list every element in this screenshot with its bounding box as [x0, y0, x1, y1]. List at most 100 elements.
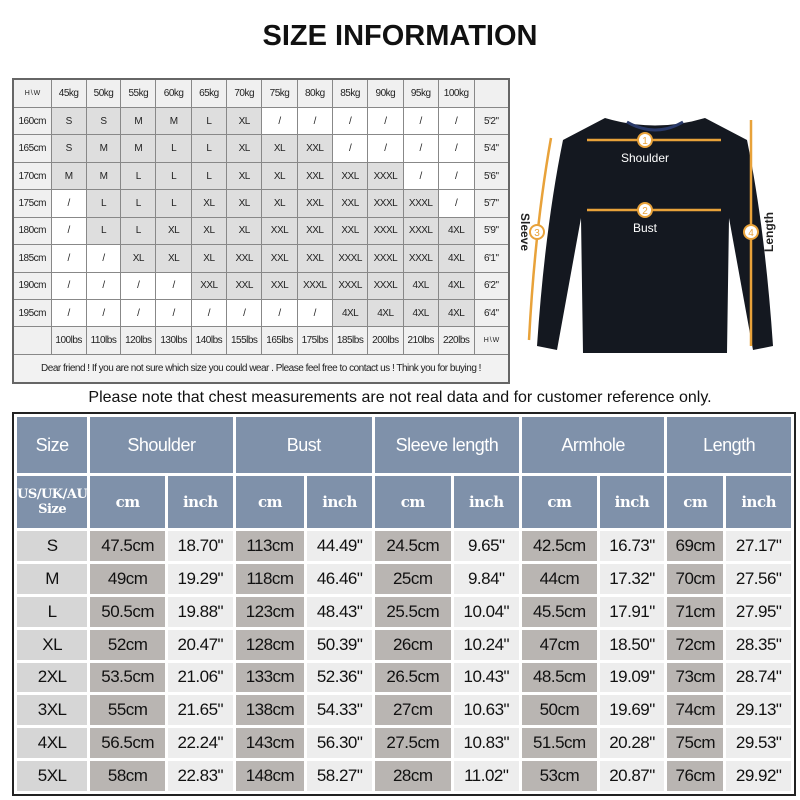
label-sleeve: Sleeve — [518, 213, 532, 251]
inch-value: 54.33" — [307, 695, 372, 726]
size-cell: XXL — [261, 216, 298, 246]
cm-value: 27.5cm — [374, 728, 451, 759]
height-label: 165cm — [12, 134, 52, 163]
inch-value: 20.28" — [599, 728, 665, 759]
size-cell: XL — [226, 134, 263, 163]
marker-4: 4 — [748, 228, 754, 239]
size-cell: / — [85, 271, 122, 301]
size-cell: XXL — [296, 189, 333, 218]
size-row: L 50.5cm 19.88" 123cm 48.43" 25.5cm 10.04" 45.5… — [17, 596, 791, 627]
cm-value: 26.5cm — [374, 662, 451, 693]
inch-value: 27.56" — [726, 563, 791, 594]
corner-h: H — [24, 90, 30, 98]
size-cell: XXXL — [367, 161, 404, 191]
size-cell: / — [261, 107, 298, 136]
lbs-label: 120lbs — [120, 326, 157, 355]
height-label: 190cm — [12, 271, 52, 301]
size-cell: XL — [120, 244, 157, 273]
size-cell: XL — [155, 244, 192, 273]
size-cell: L — [155, 189, 192, 218]
size-cell: XXXL — [331, 244, 369, 273]
size-cell: XL — [261, 161, 298, 191]
height-label: 160cm — [12, 107, 52, 136]
sweater-measurement-diagram: 1 2 3 4 Shoulder Bust Sleeve Length — [515, 78, 795, 384]
size-cell: L — [85, 189, 122, 218]
inch-value: 19.69" — [599, 695, 665, 726]
inch-value: 10.24" — [453, 629, 519, 660]
height-feet-label: 5'4" — [473, 134, 510, 163]
cm-value: 56.5cm — [90, 728, 166, 759]
cm-value: 49cm — [90, 563, 166, 594]
size-cell: L — [190, 107, 228, 136]
height-row: 185cm / / XL XL XL XXL XXL XXL XXXL XXXL XXXL 4XL 6'1… — [12, 244, 510, 273]
size-row: S 47.5cm 18.70" 113cm 44.49" 24.5cm 9.65" 42.5c… — [17, 531, 791, 561]
size-cell: XXXL — [331, 271, 369, 301]
size-cell: L — [155, 161, 192, 191]
cm-value: 53.5cm — [90, 662, 166, 693]
inch-value: 56.30" — [307, 728, 372, 759]
blank-cell — [473, 78, 510, 109]
size-label: M — [17, 563, 88, 594]
height-feet-label: 5'6" — [473, 161, 510, 191]
weight-header: 70kg — [226, 78, 263, 109]
unit-cm: cm — [90, 476, 166, 528]
size-cell: XXXL — [296, 271, 333, 301]
size-cell: XXXL — [367, 216, 404, 246]
unit-header-row: US/UK/AU Size cm inch cm inch cm inch cm inch cm i… — [17, 476, 791, 528]
size-cell: / — [402, 161, 439, 191]
unit-inch: inch — [726, 476, 791, 528]
cm-value: 51.5cm — [521, 728, 597, 759]
cm-value: 128cm — [235, 629, 305, 660]
weight-header: 85kg — [331, 78, 369, 109]
size-cell: XXL — [296, 161, 333, 191]
height-feet-label: 6'2" — [473, 271, 510, 301]
size-cell: M — [155, 107, 192, 136]
cm-value: 25cm — [374, 563, 451, 594]
cm-value: 26cm — [374, 629, 451, 660]
blank-cell — [12, 326, 52, 355]
height-row: 180cm / L L XL XL XL XXL XXL XXL XXXL XXXL 4XL 5'9" — [12, 216, 510, 246]
size-cell: XXL — [296, 216, 333, 246]
size-cell: / — [296, 299, 333, 328]
size-label: S — [17, 531, 88, 561]
inch-value: 20.47" — [168, 629, 233, 660]
unit-cm: cm — [374, 476, 451, 528]
unit-inch: inch — [307, 476, 372, 528]
corner-h: H — [483, 337, 489, 345]
cm-value: 75cm — [667, 728, 724, 759]
size-cell: L — [190, 161, 228, 191]
size-row: 5XL 58cm 22.83" 148cm 58.27" 28cm 11.02" 53cm 20… — [17, 761, 791, 791]
size-cell: XXXL — [367, 271, 404, 301]
inch-value: 46.46" — [307, 563, 372, 594]
size-cell: XL — [261, 134, 298, 163]
cm-value: 72cm — [667, 629, 724, 660]
inch-value: 10.83" — [453, 728, 519, 759]
height-row: 170cm M M L L L XL XL XXL XXL XXXL //5'6" — [12, 161, 510, 191]
lbs-label: 210lbs — [402, 326, 439, 355]
size-cell: / — [50, 271, 87, 301]
cm-value: 74cm — [667, 695, 724, 726]
lbs-label: 140lbs — [190, 326, 228, 355]
measurement-header: Sleeve length — [374, 417, 519, 473]
cm-value: 52cm — [90, 629, 166, 660]
size-cell: M — [85, 134, 122, 163]
size-cell: M — [85, 161, 122, 191]
size-cell: M — [120, 107, 157, 136]
size-cell: 4XL — [437, 216, 475, 246]
cm-value: 123cm — [235, 596, 305, 627]
size-cell: L — [120, 189, 157, 218]
cm-value: 50.5cm — [90, 596, 166, 627]
size-cell: / — [367, 107, 404, 136]
weight-header: 80kg — [296, 78, 333, 109]
size-cell: 4XL — [437, 299, 475, 328]
size-cell: L — [155, 134, 192, 163]
size-cell: XXXL — [402, 216, 439, 246]
corner-w: W — [492, 337, 500, 345]
height-label: 170cm — [12, 161, 52, 191]
weight-header: 100kg — [437, 78, 475, 109]
measurement-header: Armhole — [521, 417, 665, 473]
size-label: 4XL — [17, 728, 88, 759]
inch-value: 27.17" — [726, 531, 791, 561]
cm-value: 25.5cm — [374, 596, 451, 627]
size-cell: XXL — [261, 244, 298, 273]
